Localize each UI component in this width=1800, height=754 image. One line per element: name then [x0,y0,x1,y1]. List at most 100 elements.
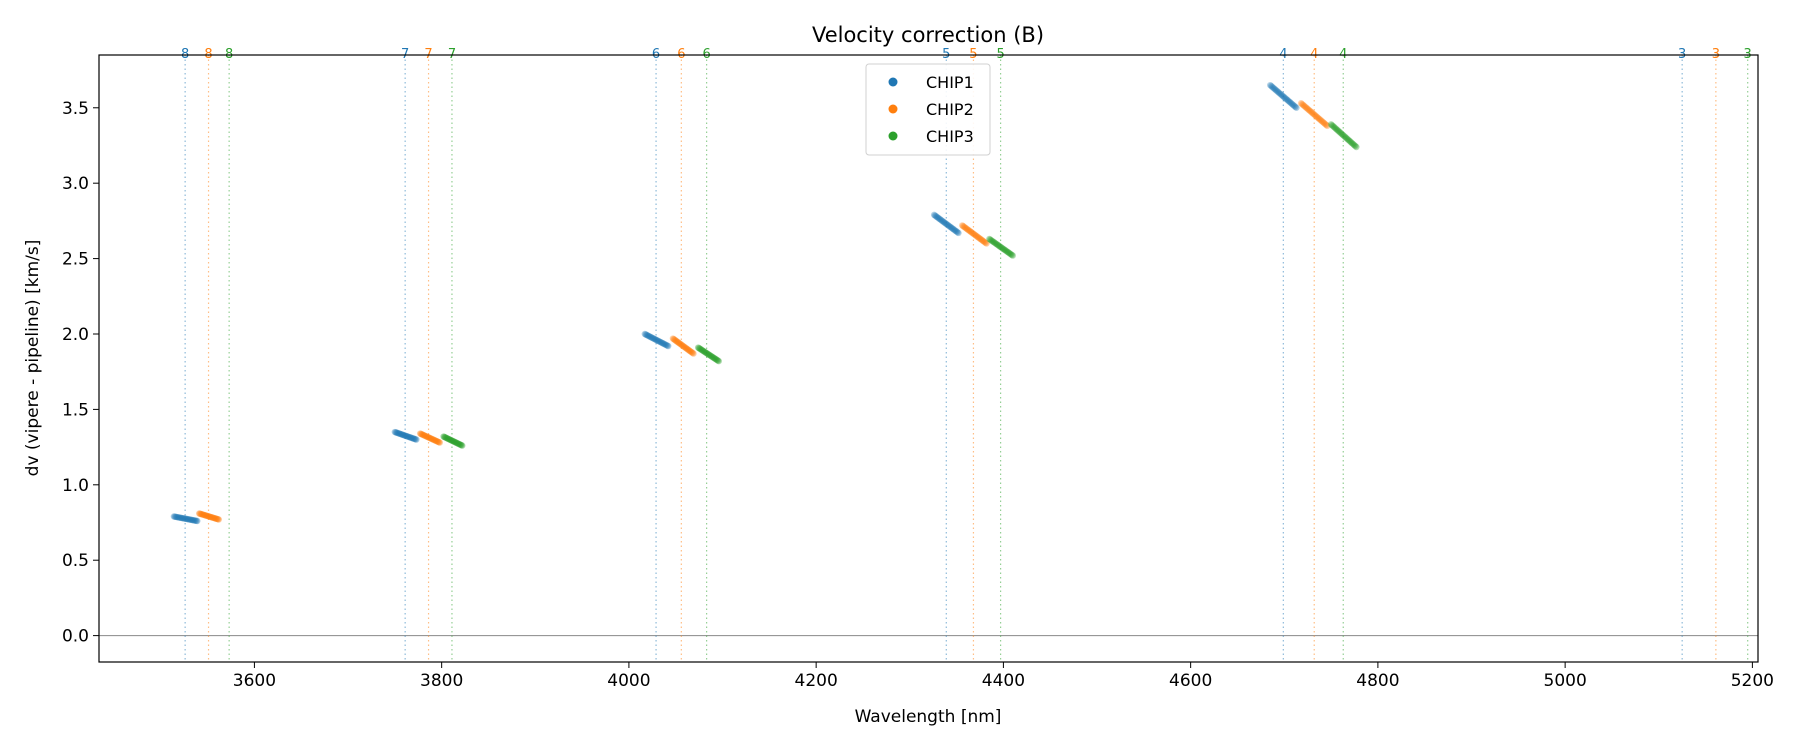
data-point [448,437,456,444]
data-point [436,439,443,446]
data-point [188,516,195,524]
x-tick-label: 4200 [795,671,838,691]
data-point [971,231,979,238]
legend-marker [888,104,898,114]
data-point [452,439,460,446]
data-point [198,511,206,518]
data-point [403,433,411,440]
data-point [1009,252,1016,259]
data-point [973,232,980,240]
x-tick-label: 4800 [1356,671,1399,691]
data-point [1350,141,1357,148]
data-point [663,341,670,349]
data-point [391,428,399,436]
data-point [976,234,983,242]
data-point [208,514,215,521]
data-point [711,354,718,362]
data-point [664,342,671,349]
data-point [1271,86,1279,93]
data-point [988,237,996,245]
data-point [656,338,663,345]
data-point [1344,136,1352,143]
data-point [1270,85,1278,92]
data-point [674,338,681,346]
data-point [1324,122,1331,130]
data-point [202,512,209,519]
data-point [214,515,221,523]
data-point [1267,81,1274,89]
data-point [445,435,452,443]
data-point [960,223,968,230]
data-point [417,430,425,438]
data-point [1279,92,1287,100]
data-point [432,437,439,444]
data-point [452,439,459,446]
data-point [171,513,178,520]
data-point [422,432,429,440]
data-point [1300,102,1308,109]
data-point [645,333,653,340]
data-point [206,513,214,521]
data-point [1299,101,1307,109]
data-point [962,224,970,232]
data-point [987,236,994,243]
data-point [1000,246,1008,253]
data-point [959,222,966,229]
data-point [455,440,462,448]
data-point [394,429,401,437]
data-point [710,354,717,361]
data-point [186,516,193,523]
data-point [998,244,1005,251]
legend-label: CHIP3 [926,127,974,146]
data-point [1304,105,1312,113]
data-point [427,435,435,442]
data-point [706,351,713,359]
data-point [671,336,678,343]
data-point [673,338,680,345]
data-point [450,438,457,445]
data-point [178,514,185,522]
data-point [211,515,219,522]
data-point [440,433,447,440]
data-point [996,243,1003,250]
data-point [443,435,451,442]
data-point [1293,104,1300,111]
data-point [1267,82,1275,90]
data-point [210,514,217,522]
legend-label: CHIP1 [926,73,974,92]
data-point [939,217,946,225]
data-point [1274,88,1282,96]
data-point [1297,100,1305,107]
data-point [430,436,437,443]
data-point [1008,251,1016,259]
data-point [1276,90,1284,97]
data-point [651,335,658,343]
y-tick-label: 3.5 [62,99,89,119]
data-point [405,433,412,440]
data-point [450,438,458,445]
data-point [418,430,425,438]
data-point [442,434,449,441]
data-point [1003,248,1010,255]
data-point [647,333,655,341]
data-point [948,224,955,231]
x-tick-label: 4600 [1169,671,1212,691]
data-point [1305,106,1313,114]
data-point [698,346,706,354]
data-point [715,357,722,365]
data-point [1336,128,1343,136]
data-point [207,513,215,521]
data-point [180,515,187,522]
data-point [182,515,190,523]
data-point [424,433,431,441]
data-point [993,241,1001,248]
data-point [940,219,948,226]
data-point [1320,119,1327,126]
data-point [661,341,668,348]
data-point [1343,135,1351,142]
data-point [993,240,1000,248]
legend-marker [888,77,898,87]
data-point [1288,100,1295,107]
data-point [1319,118,1326,125]
data-point [429,436,436,443]
